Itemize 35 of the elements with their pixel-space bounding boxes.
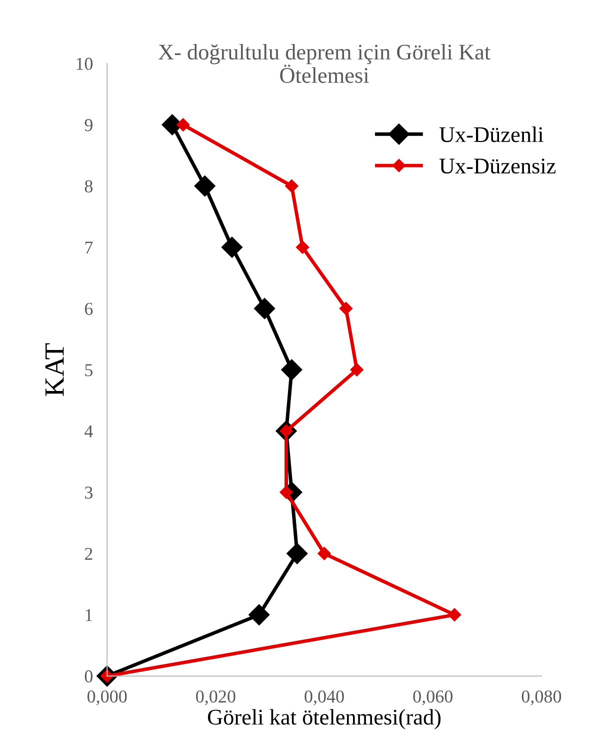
y-tick-label: 0 [84, 670, 93, 682]
y-tick-label: 5 [85, 364, 93, 376]
point [248, 604, 270, 626]
point [176, 118, 190, 132]
x-tick-label: 0,000 [87, 690, 127, 706]
y-tick-label: 2 [84, 548, 92, 560]
y-axis-title: KAT [45, 343, 64, 396]
x-tick-label: 0,060 [413, 690, 452, 706]
y-tick-label: 9 [84, 119, 92, 132]
y-tick-label: 6 [84, 302, 93, 315]
point [281, 359, 302, 380]
point [318, 546, 331, 560]
point [285, 179, 298, 193]
point [221, 236, 242, 258]
point [280, 486, 293, 499]
point [286, 543, 308, 564]
point [194, 175, 216, 197]
x-tick-label: 0,020 [196, 690, 236, 706]
y-tick-label: 7 [85, 242, 93, 254]
x-tick-label: 0,040 [304, 690, 344, 706]
x-axis-title: Göreli kat ötelenmesi(rad) [208, 709, 441, 730]
point [254, 298, 276, 320]
y-tick-label: 3 [85, 486, 93, 499]
x-tick-label: 0,080 [522, 690, 562, 706]
point [296, 240, 310, 254]
y-tick-label: 1 [86, 609, 92, 622]
y-tick-label: 4 [84, 425, 93, 438]
legend-label: Ux-Düzenli [439, 126, 544, 142]
legend-label: Ux-Düzensiz [439, 158, 556, 174]
chart-title: X- doğrultulu deprem için Göreli Kat Ötelemesi [158, 44, 490, 83]
point [448, 608, 462, 622]
point [339, 302, 353, 316]
y-tick-label: 8 [84, 180, 93, 192]
point [350, 363, 364, 376]
y-tick-label: 10 [76, 58, 93, 70]
